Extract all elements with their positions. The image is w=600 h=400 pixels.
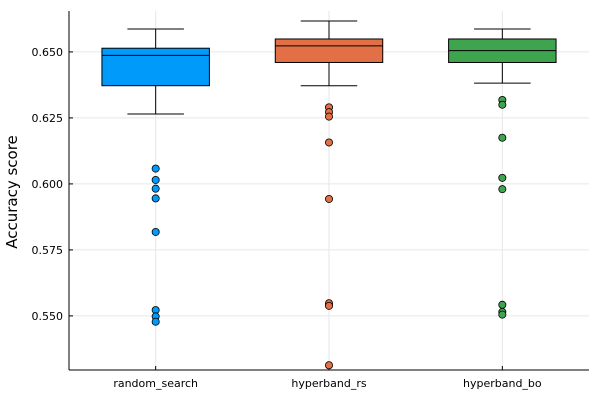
y-tick-label: 0.550	[32, 310, 64, 323]
outlier-point	[324, 112, 333, 121]
y-axis-title: Accuracy score	[3, 135, 21, 249]
outlier-point	[498, 133, 507, 142]
outlier-point	[324, 361, 333, 370]
outlier-point	[151, 194, 160, 203]
outlier-point	[151, 175, 160, 184]
outlier-point	[498, 300, 507, 309]
box-hyperband_bo	[448, 28, 557, 319]
y-tick-label: 0.600	[32, 178, 64, 191]
y-tick-label: 0.575	[32, 244, 64, 257]
outlier-point	[498, 173, 507, 182]
outlier-point	[498, 185, 507, 194]
box-hyperband_rs	[274, 20, 384, 370]
x-tick-label: random_search	[113, 377, 198, 390]
box-random_search	[101, 28, 210, 326]
outlier-point	[498, 310, 507, 319]
outlier-point	[151, 227, 160, 236]
outlier-point	[151, 317, 160, 326]
box-iqr	[101, 47, 210, 87]
axes	[68, 11, 589, 371]
tick-labels: 0.550 0.575 0.600 0.625 0.650 random_search hy…	[32, 46, 542, 390]
outlier-point	[324, 301, 333, 310]
boxes	[101, 20, 557, 370]
outlier-point	[324, 138, 333, 147]
y-tick-label: 0.625	[32, 112, 64, 125]
outlier-point	[151, 184, 160, 193]
outlier-point	[151, 164, 160, 173]
outlier-point	[498, 100, 507, 109]
y-tick-label: 0.650	[32, 46, 64, 59]
x-tick-label: hyperband_bo	[463, 377, 542, 390]
x-tick-label: hyperband_rs	[291, 377, 366, 390]
outlier-point	[324, 194, 333, 203]
box-iqr	[274, 38, 384, 63]
